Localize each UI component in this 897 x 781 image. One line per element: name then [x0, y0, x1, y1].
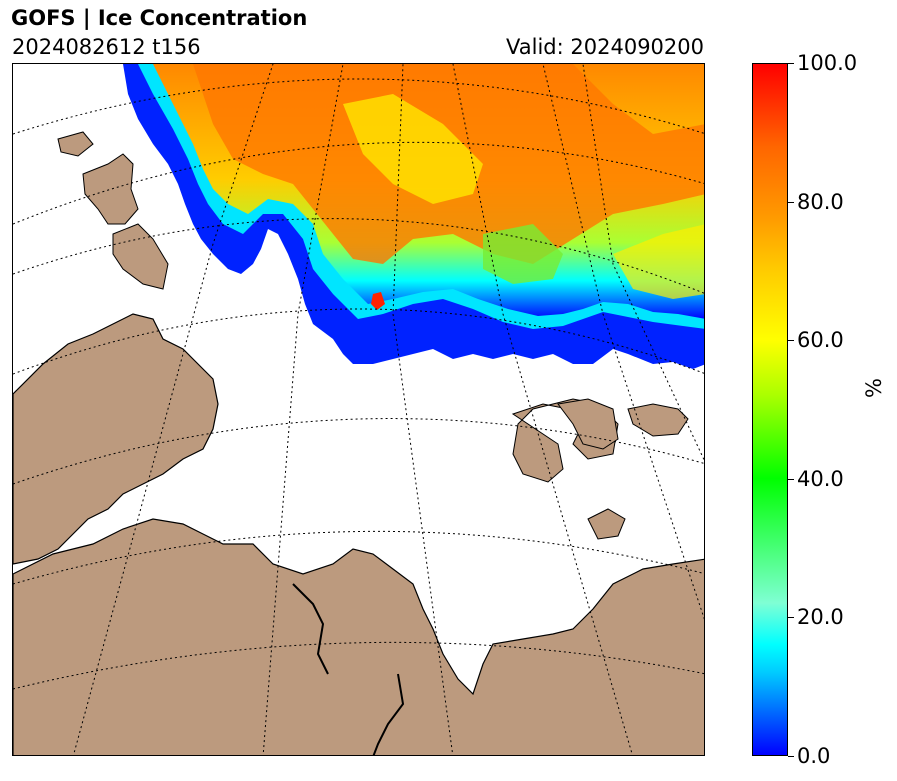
land-southern-mainland: [13, 518, 704, 755]
land-northwest-island: [82, 153, 139, 225]
ice-yellow-patch-east: [613, 224, 704, 299]
ice-red-spot: [371, 292, 385, 310]
map-svg: [13, 64, 704, 755]
river-south: [372, 673, 405, 755]
colorbar-tick-40: [788, 479, 794, 480]
colorbar-tick-80: [788, 202, 794, 203]
colorbar-label-20: 20.0: [797, 605, 844, 629]
land-east-island-right: [627, 403, 689, 437]
colorbar-tick-0: [788, 756, 794, 757]
land-western-mainland: [13, 313, 219, 565]
colorbar-tick-20: [788, 617, 794, 618]
colorbar-label-60: 60.0: [797, 328, 844, 352]
map-panel: [12, 63, 705, 756]
colorbar-unit-label: %: [862, 378, 886, 398]
river-west: [292, 583, 329, 675]
figure-title: GOFS | Ice Concentration: [11, 6, 308, 30]
graticule: [13, 64, 704, 755]
ice-green-patch: [483, 224, 563, 284]
land-east-island-small: [587, 508, 626, 540]
colorbar-label-80: 80.0: [797, 190, 844, 214]
colorbar-label-100: 100.0: [797, 51, 858, 75]
valid-time-label: Valid: 2024090200: [506, 35, 704, 59]
model-run-label: 2024082612 t156: [12, 35, 201, 59]
colorbar: [752, 63, 788, 756]
land-east-island-large: [557, 398, 619, 450]
colorbar-tick-60: [788, 340, 794, 341]
colorbar-label-0: 0.0: [797, 744, 831, 768]
land-small-island: [57, 131, 94, 157]
land-west-peninsula: [112, 223, 169, 290]
colorbar-tick-100: [788, 63, 794, 64]
ice-yellow-patch: [343, 94, 483, 204]
colorbar-label-40: 40.0: [797, 467, 844, 491]
